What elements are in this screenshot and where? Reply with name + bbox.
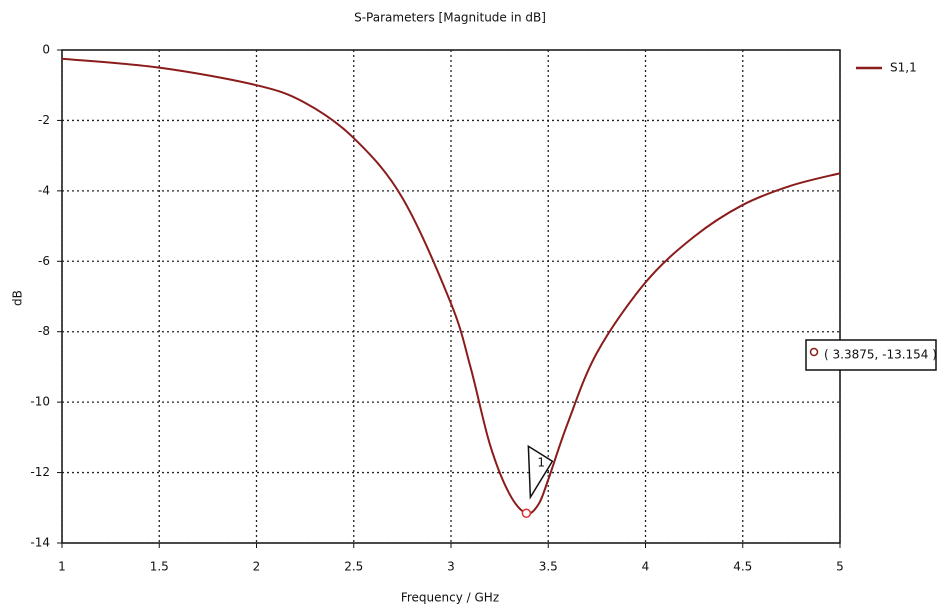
x-tick-label: 4 bbox=[642, 560, 650, 574]
y-tick-label: -2 bbox=[38, 113, 50, 127]
x-tick-label: 4.5 bbox=[733, 560, 752, 574]
x-axis-label: Frequency / GHz bbox=[401, 591, 499, 605]
y-tick-label: -10 bbox=[30, 395, 50, 409]
x-tick-label: 2.5 bbox=[344, 560, 363, 574]
marker-point bbox=[521, 508, 532, 518]
x-tick-label: 1 bbox=[58, 560, 66, 574]
x-tick-label: 1.5 bbox=[150, 560, 169, 574]
x-tick-label: 3.5 bbox=[539, 560, 558, 574]
x-tick-label: 2 bbox=[253, 560, 261, 574]
y-tick-label: -12 bbox=[30, 465, 50, 479]
y-tick-label: -8 bbox=[38, 324, 50, 338]
marker-flag bbox=[527, 444, 554, 500]
marker-box bbox=[805, 339, 937, 371]
y-axis-label: dB bbox=[11, 290, 25, 306]
x-tick-label: 3 bbox=[447, 560, 455, 574]
legend-label: S1,1 bbox=[890, 61, 917, 75]
line bbox=[61, 57, 841, 515]
y-tick-label: -6 bbox=[38, 254, 50, 268]
marker-box-icon bbox=[809, 347, 819, 357]
y-tick-label: -14 bbox=[30, 536, 50, 550]
y-tick-label: 0 bbox=[42, 43, 50, 57]
y-tick-label: -4 bbox=[38, 183, 50, 197]
marker-number: 1 bbox=[537, 456, 545, 470]
marker-box-text: ( 3.3875, -13.154 ) bbox=[824, 348, 937, 362]
chart-title: S-Parameters [Magnitude in dB] bbox=[354, 11, 546, 25]
x-tick-label: 5 bbox=[836, 560, 844, 574]
